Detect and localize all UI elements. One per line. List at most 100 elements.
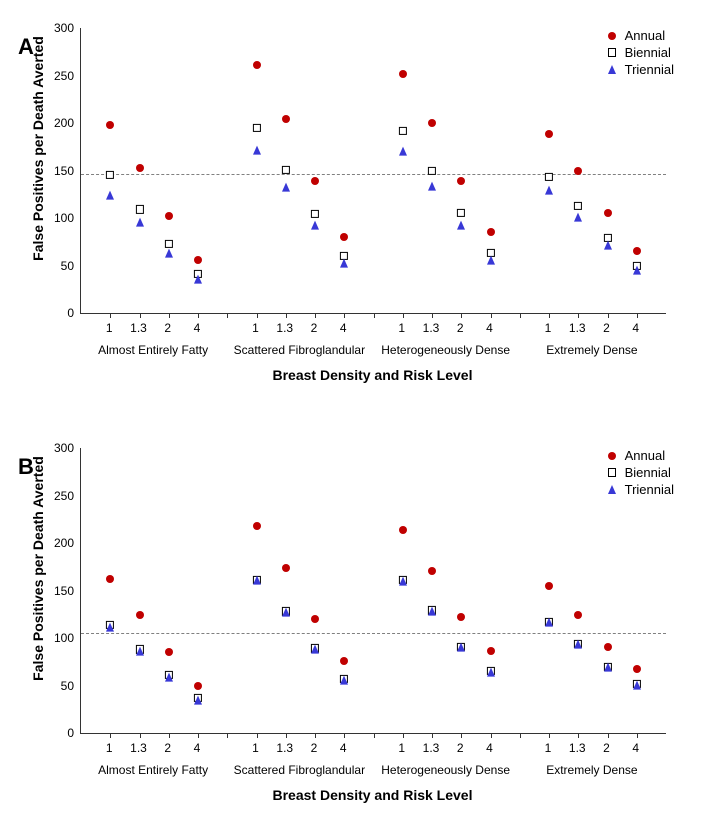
marker-triennial — [545, 186, 553, 195]
marker-annual — [194, 682, 202, 690]
marker-triennial — [340, 258, 348, 267]
x-risk-label: 4 — [621, 741, 650, 755]
plot-area — [80, 448, 666, 734]
marker-annual — [253, 522, 261, 530]
legend-label: Triennial — [625, 62, 674, 77]
x-group-label: Scattered Fibroglandular — [226, 763, 372, 777]
x-tick — [403, 733, 404, 738]
annual-icon — [605, 449, 619, 463]
x-axis-title: Breast Density and Risk Level — [80, 787, 665, 803]
y-tick-label: 200 — [42, 116, 74, 130]
biennial-icon — [605, 466, 619, 480]
x-risk-label: 1.3 — [563, 321, 592, 335]
marker-annual — [457, 177, 465, 185]
x-tick — [461, 733, 462, 738]
x-risk-label: 1 — [533, 741, 562, 755]
x-tick — [637, 313, 638, 318]
x-tick — [198, 733, 199, 738]
marker-annual — [282, 115, 290, 123]
marker-annual — [574, 611, 582, 619]
marker-annual — [282, 564, 290, 572]
marker-triennial — [604, 663, 612, 672]
legend-row-biennial: Biennial — [605, 465, 674, 480]
y-tick-label: 100 — [42, 631, 74, 645]
y-tick-label: 200 — [42, 536, 74, 550]
x-group-label: Almost Entirely Fatty — [80, 343, 226, 357]
x-tick — [403, 313, 404, 318]
x-tick — [432, 733, 433, 738]
x-risk-label: 4 — [182, 741, 211, 755]
y-tick-label: 150 — [42, 584, 74, 598]
x-tick — [608, 733, 609, 738]
legend-label: Biennial — [625, 45, 671, 60]
legend-label: Triennial — [625, 482, 674, 497]
x-tick — [286, 313, 287, 318]
y-tick-label: 300 — [42, 441, 74, 455]
x-tick — [344, 313, 345, 318]
marker-triennial — [194, 695, 202, 704]
marker-triennial — [604, 240, 612, 249]
y-tick-label: 50 — [42, 259, 74, 273]
marker-biennial — [106, 171, 114, 179]
marker-biennial — [545, 173, 553, 181]
x-risk-label: 4 — [329, 321, 358, 335]
y-tick-label: 0 — [42, 726, 74, 740]
marker-annual — [604, 209, 612, 217]
marker-annual — [487, 647, 495, 655]
legend-label: Annual — [625, 28, 665, 43]
x-axis-title: Breast Density and Risk Level — [80, 367, 665, 383]
legend: AnnualBiennialTriennial — [605, 448, 674, 499]
x-risk-label: 4 — [621, 321, 650, 335]
x-risk-label: 1 — [241, 741, 270, 755]
x-risk-label: 4 — [475, 321, 504, 335]
y-axis-title: False Positives per Death Averted — [30, 426, 46, 711]
marker-triennial — [136, 647, 144, 656]
group-divider — [227, 733, 228, 738]
x-risk-label: 1 — [95, 321, 124, 335]
marker-biennial — [282, 165, 290, 173]
x-group-label: Scattered Fibroglandular — [226, 343, 372, 357]
marker-triennial — [428, 607, 436, 616]
x-tick — [257, 313, 258, 318]
x-tick — [257, 733, 258, 738]
y-tick-label: 0 — [42, 306, 74, 320]
triennial-icon — [605, 483, 619, 497]
x-tick — [110, 733, 111, 738]
marker-annual — [106, 575, 114, 583]
x-risk-label: 1.3 — [124, 741, 153, 755]
marker-triennial — [399, 577, 407, 586]
legend-row-triennial: Triennial — [605, 482, 674, 497]
x-risk-label: 1 — [95, 741, 124, 755]
marker-triennial — [311, 645, 319, 654]
marker-triennial — [106, 622, 114, 631]
marker-annual — [194, 256, 202, 264]
group-divider — [520, 733, 521, 738]
marker-annual — [487, 228, 495, 236]
marker-triennial — [399, 147, 407, 156]
x-risk-label: 1 — [241, 321, 270, 335]
x-risk-label: 1.3 — [124, 321, 153, 335]
x-tick — [608, 313, 609, 318]
marker-biennial — [574, 202, 582, 210]
marker-annual — [457, 613, 465, 621]
x-tick — [315, 733, 316, 738]
x-tick — [140, 733, 141, 738]
x-risk-label: 2 — [299, 741, 328, 755]
panel-B: B050100150200250300False Positives per D… — [0, 430, 704, 823]
legend-row-annual: Annual — [605, 28, 674, 43]
x-risk-label: 2 — [153, 321, 182, 335]
marker-biennial — [457, 209, 465, 217]
annual-icon — [605, 29, 619, 43]
group-divider — [227, 313, 228, 318]
marker-annual — [136, 164, 144, 172]
reference-line — [81, 633, 666, 634]
x-group-label: Extremely Dense — [519, 343, 665, 357]
x-tick — [549, 313, 550, 318]
marker-annual — [604, 643, 612, 651]
x-risk-label: 1.3 — [270, 321, 299, 335]
x-risk-label: 1 — [533, 321, 562, 335]
x-risk-label: 1.3 — [416, 741, 445, 755]
marker-triennial — [633, 680, 641, 689]
x-risk-label: 1 — [387, 321, 416, 335]
marker-annual — [340, 657, 348, 665]
